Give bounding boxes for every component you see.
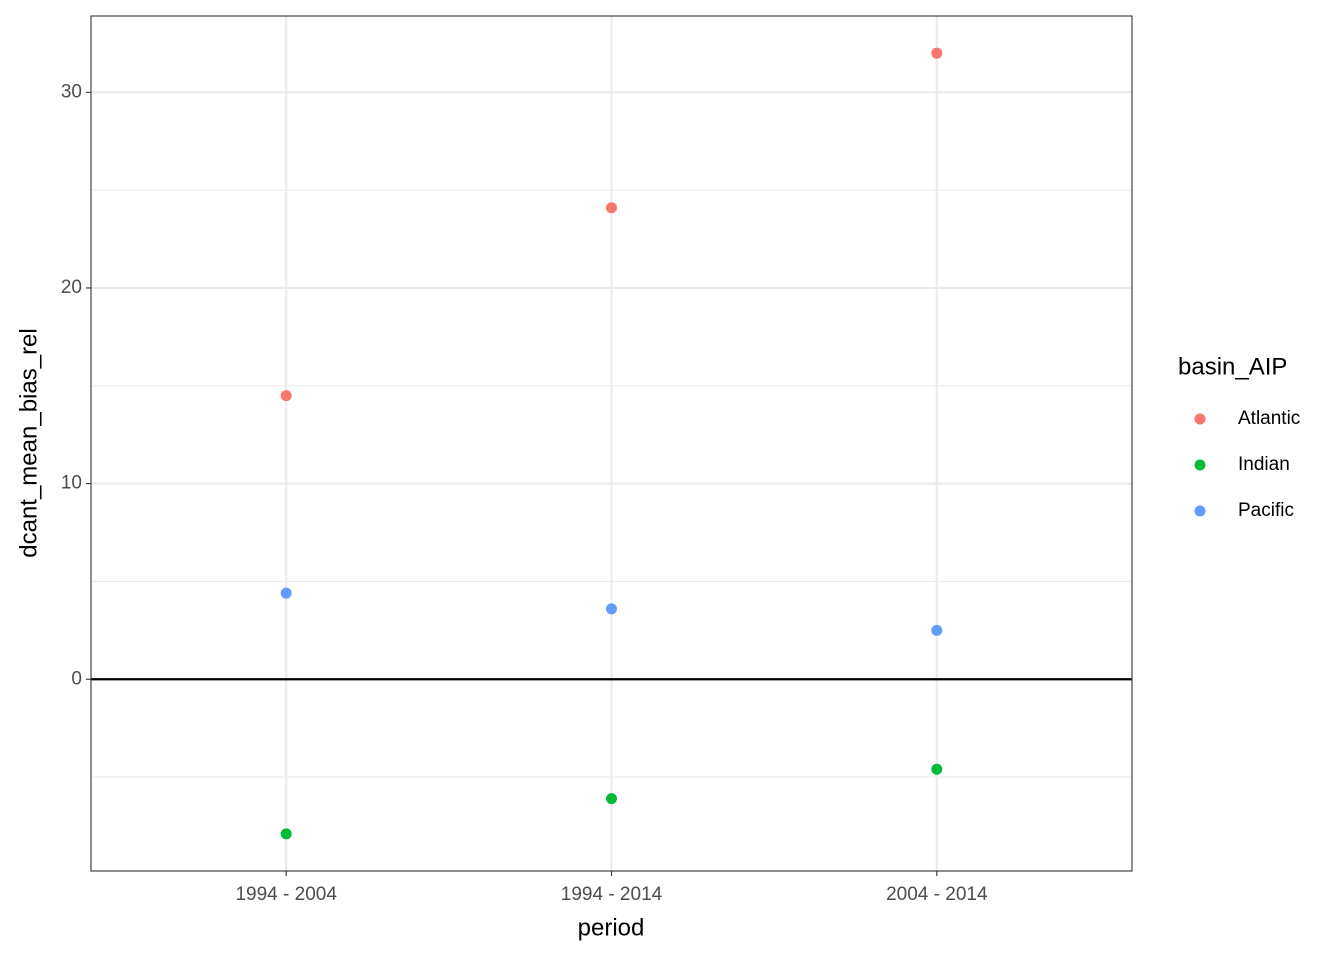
legend-key xyxy=(1194,413,1206,425)
point xyxy=(280,587,292,599)
point xyxy=(931,763,943,775)
point xyxy=(931,624,943,636)
panel-border xyxy=(90,15,1133,872)
x-tick-label: 1994 - 2014 xyxy=(561,884,663,905)
legend-label: Atlantic xyxy=(1238,408,1300,429)
point xyxy=(606,793,617,805)
x-tick-label: 1994 - 2004 xyxy=(235,884,337,905)
legend-label: Pacific xyxy=(1238,500,1294,521)
point xyxy=(606,603,617,615)
x-tick-label: 2004 - 2014 xyxy=(886,884,988,905)
legend-label: Indian xyxy=(1238,454,1290,475)
y-tick-label: 30 xyxy=(61,81,82,102)
y-tick-label: 0 xyxy=(71,668,82,689)
point xyxy=(280,828,292,840)
point xyxy=(931,47,943,59)
point xyxy=(280,390,292,402)
point xyxy=(606,202,617,214)
x-axis-title: period xyxy=(578,914,645,941)
y-tick-label: 10 xyxy=(61,473,82,494)
y-tick-label: 20 xyxy=(61,277,82,298)
legend-key xyxy=(1194,505,1206,517)
legend-title: basin_AIP xyxy=(1178,353,1287,380)
legend-key xyxy=(1194,459,1206,471)
y-axis-title: dcant_mean_bias_rel xyxy=(15,328,42,558)
